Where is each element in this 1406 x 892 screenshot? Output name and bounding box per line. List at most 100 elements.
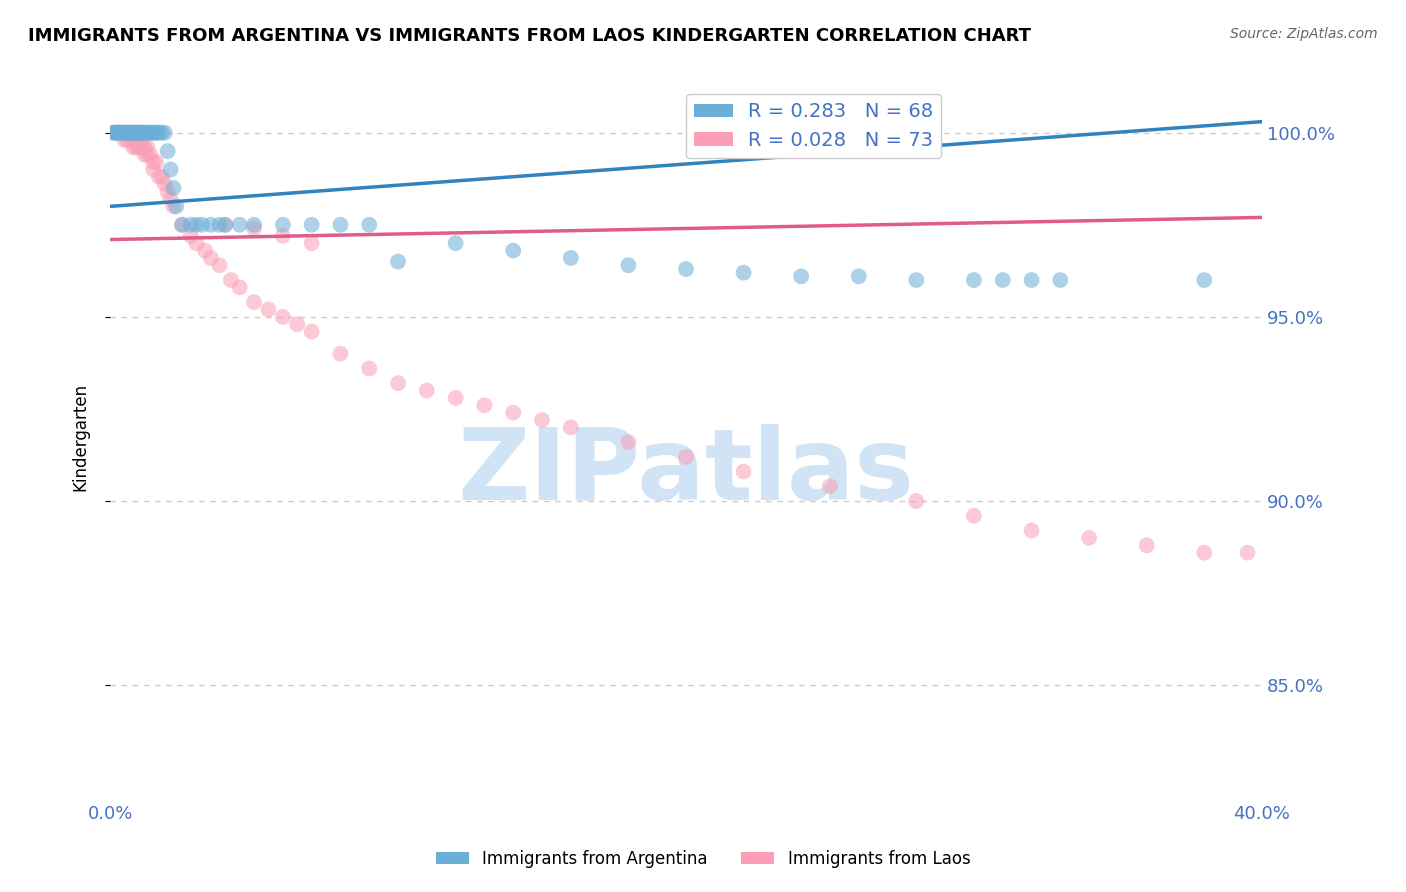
Point <box>991 273 1014 287</box>
Point <box>963 508 986 523</box>
Point <box>131 126 153 140</box>
Point <box>243 218 266 232</box>
Point <box>114 126 136 140</box>
Point <box>101 126 124 140</box>
Point <box>1021 524 1043 538</box>
Point <box>301 325 323 339</box>
Point <box>128 126 150 140</box>
Point <box>301 236 323 251</box>
Point <box>243 295 266 310</box>
Point <box>110 126 132 140</box>
Point <box>139 148 162 162</box>
Point <box>128 140 150 154</box>
Point <box>128 126 150 140</box>
Point <box>110 126 132 140</box>
Point <box>122 126 145 140</box>
Point <box>120 126 142 140</box>
Point <box>120 126 142 140</box>
Point <box>329 218 352 232</box>
Point <box>153 178 176 192</box>
Point <box>134 148 156 162</box>
Point <box>114 126 136 140</box>
Point <box>905 273 928 287</box>
Point <box>444 236 467 251</box>
Point <box>125 126 148 140</box>
Point <box>145 155 167 169</box>
Point <box>110 126 132 140</box>
Point <box>387 376 409 391</box>
Point <box>733 266 755 280</box>
Point <box>142 155 165 169</box>
Text: IMMIGRANTS FROM ARGENTINA VS IMMIGRANTS FROM LAOS KINDERGARTEN CORRELATION CHART: IMMIGRANTS FROM ARGENTINA VS IMMIGRANTS … <box>28 27 1031 45</box>
Point <box>905 494 928 508</box>
Point <box>214 218 236 232</box>
Point <box>444 391 467 405</box>
Point <box>107 126 129 140</box>
Point <box>153 126 176 140</box>
Point <box>142 162 165 177</box>
Point <box>1021 273 1043 287</box>
Point <box>148 169 170 184</box>
Point <box>1194 273 1216 287</box>
Point <box>1049 273 1071 287</box>
Point <box>145 126 167 140</box>
Point <box>117 126 139 140</box>
Point <box>159 162 181 177</box>
Point <box>228 280 250 294</box>
Point <box>150 169 173 184</box>
Point <box>131 140 153 154</box>
Point <box>128 126 150 140</box>
Point <box>200 218 222 232</box>
Point <box>502 406 524 420</box>
Point <box>186 236 208 251</box>
Point <box>1236 546 1258 560</box>
Point <box>159 192 181 206</box>
Point <box>329 347 352 361</box>
Point <box>301 218 323 232</box>
Legend: Immigrants from Argentina, Immigrants from Laos: Immigrants from Argentina, Immigrants fr… <box>429 844 977 875</box>
Point <box>208 218 231 232</box>
Point <box>208 258 231 272</box>
Point <box>170 218 193 232</box>
Point <box>148 126 170 140</box>
Point <box>191 218 214 232</box>
Point <box>107 126 129 140</box>
Point <box>114 133 136 147</box>
Point <box>128 126 150 140</box>
Point <box>387 254 409 268</box>
Point <box>165 199 187 213</box>
Point <box>120 133 142 147</box>
Point <box>125 126 148 140</box>
Point <box>1136 538 1159 552</box>
Point <box>560 420 582 434</box>
Point <box>416 384 439 398</box>
Point <box>107 126 129 140</box>
Point <box>219 273 242 287</box>
Point <box>104 126 127 140</box>
Point <box>617 258 640 272</box>
Point <box>114 126 136 140</box>
Point <box>502 244 524 258</box>
Point <box>228 218 250 232</box>
Point <box>145 126 167 140</box>
Point <box>359 218 381 232</box>
Point <box>114 126 136 140</box>
Point <box>142 126 165 140</box>
Point <box>110 126 132 140</box>
Legend: R = 0.283   N = 68, R = 0.028   N = 73: R = 0.283 N = 68, R = 0.028 N = 73 <box>686 95 941 158</box>
Text: ZIPatlas: ZIPatlas <box>457 424 914 521</box>
Point <box>170 218 193 232</box>
Point <box>142 126 165 140</box>
Point <box>125 140 148 154</box>
Point <box>104 126 127 140</box>
Point <box>285 318 308 332</box>
Point <box>104 126 127 140</box>
Point <box>1078 531 1101 545</box>
Point <box>560 251 582 265</box>
Point <box>136 140 159 154</box>
Point <box>243 221 266 235</box>
Point <box>131 133 153 147</box>
Point <box>114 126 136 140</box>
Point <box>134 126 156 140</box>
Point <box>117 126 139 140</box>
